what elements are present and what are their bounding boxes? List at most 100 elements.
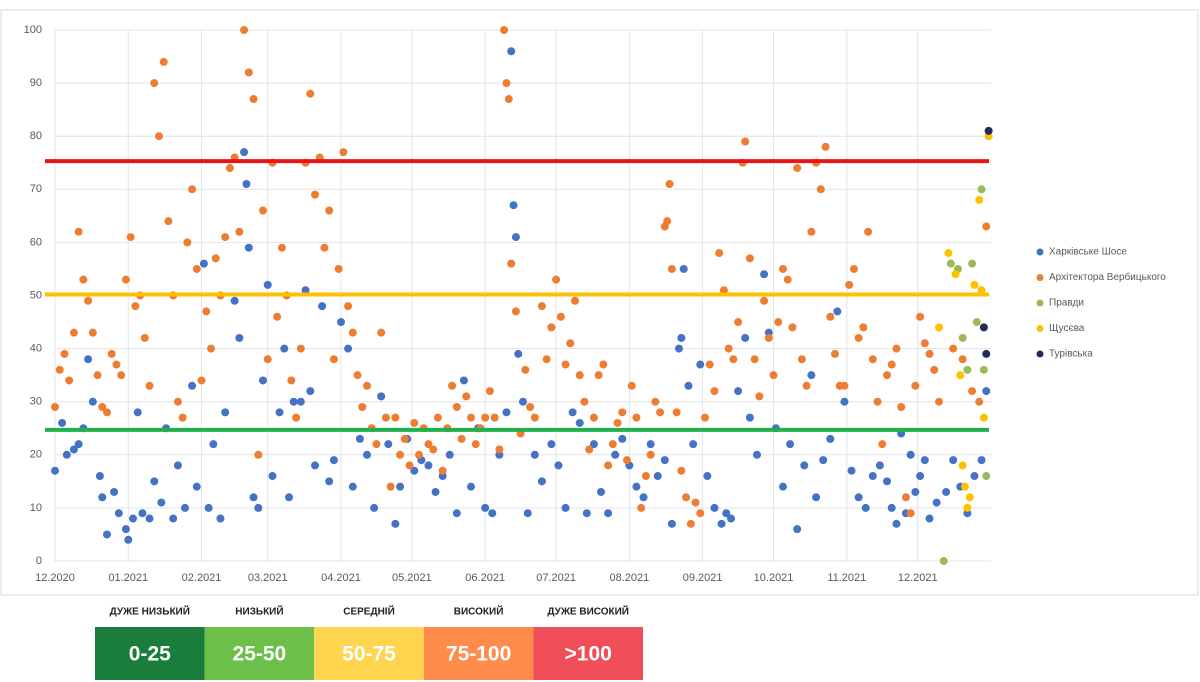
data-point: [320, 243, 329, 252]
data-point: [485, 387, 494, 396]
data-point: [812, 493, 821, 502]
data-point: [597, 487, 605, 496]
data-point: [566, 339, 575, 348]
data-point: [537, 477, 546, 486]
chart-frame: [0, 9, 1199, 596]
data-point: [259, 206, 267, 215]
data-point: [594, 371, 603, 380]
data-point: [949, 344, 958, 353]
data-point: [589, 413, 598, 422]
data-point: [240, 148, 249, 157]
data-point: [663, 217, 672, 226]
data-point: [802, 381, 811, 390]
data-point: [982, 222, 991, 231]
legend-marker: [1036, 299, 1044, 307]
scale-box: [533, 627, 643, 680]
data-point: [769, 371, 778, 380]
data-point: [958, 461, 967, 470]
data-point: [209, 440, 218, 449]
data-point: [864, 227, 873, 236]
data-point: [514, 349, 523, 358]
data-point: [651, 397, 660, 406]
data-point: [285, 493, 293, 502]
data-point: [724, 344, 733, 353]
x-tick-label: 09.2021: [683, 572, 723, 584]
data-point: [854, 493, 863, 502]
legend-marker: [1036, 325, 1044, 332]
data-point: [377, 328, 386, 337]
data-point: [370, 503, 379, 512]
scale-label: ДУЖЕ ВИСОКИЙ: [547, 605, 629, 618]
data-point: [377, 392, 386, 401]
data-point: [816, 185, 825, 194]
data-point: [916, 312, 925, 321]
data-point: [897, 403, 906, 412]
data-point: [337, 318, 345, 327]
data-point: [197, 376, 206, 385]
data-point: [249, 95, 258, 104]
data-point: [84, 296, 93, 305]
data-point: [868, 355, 877, 364]
legend-marker: [1036, 248, 1044, 256]
data-point: [632, 482, 641, 491]
data-point: [639, 493, 648, 502]
data-point: [121, 525, 130, 534]
data-point: [117, 371, 126, 380]
data-point: [431, 487, 440, 496]
data-point: [88, 397, 97, 406]
data-point: [216, 514, 225, 523]
data-point: [807, 371, 816, 380]
data-point: [107, 349, 116, 358]
data-point: [845, 280, 854, 289]
x-tick-label: 01.2021: [108, 572, 148, 584]
data-point: [677, 333, 686, 342]
data-point: [667, 264, 676, 273]
data-point: [831, 349, 839, 358]
data-point: [637, 503, 646, 512]
y-tick-label: 60: [30, 236, 42, 248]
data-point: [259, 376, 267, 385]
data-point: [263, 280, 272, 289]
y-tick-label: 0: [36, 555, 42, 567]
data-point: [358, 403, 367, 412]
data-point: [975, 195, 984, 204]
y-tick-label: 20: [30, 449, 42, 461]
data-point: [608, 440, 617, 449]
data-point: [580, 397, 589, 406]
data-point: [958, 333, 967, 342]
scale-label: ДУЖЕ НИЗЬКИЙ: [110, 605, 190, 618]
data-point: [741, 333, 750, 342]
data-point: [415, 450, 423, 459]
data-point: [679, 264, 688, 273]
data-point: [103, 530, 111, 539]
data-point: [859, 323, 868, 332]
data-point: [575, 418, 584, 427]
data-point: [646, 440, 655, 449]
data-point: [788, 323, 797, 332]
data-point: [833, 307, 842, 316]
data-point: [202, 307, 211, 316]
data-point: [405, 461, 414, 470]
data-point: [556, 312, 565, 321]
data-point: [982, 349, 991, 358]
data-point: [561, 360, 570, 369]
data-point: [854, 333, 863, 342]
data-point: [60, 349, 69, 358]
data-point: [554, 461, 563, 470]
data-point: [424, 440, 433, 449]
data-point: [481, 503, 490, 512]
data-point: [710, 387, 719, 396]
data-point: [970, 280, 979, 289]
data-point: [204, 503, 213, 512]
data-point: [883, 477, 891, 486]
data-point: [526, 403, 535, 412]
y-tick-label: 100: [24, 24, 42, 36]
data-point: [192, 264, 201, 273]
data-point: [682, 493, 691, 502]
data-point: [717, 519, 726, 528]
data-point: [84, 355, 93, 364]
data-point: [51, 403, 59, 412]
data-point: [760, 270, 769, 279]
data-point: [930, 365, 939, 374]
data-point: [946, 259, 955, 268]
